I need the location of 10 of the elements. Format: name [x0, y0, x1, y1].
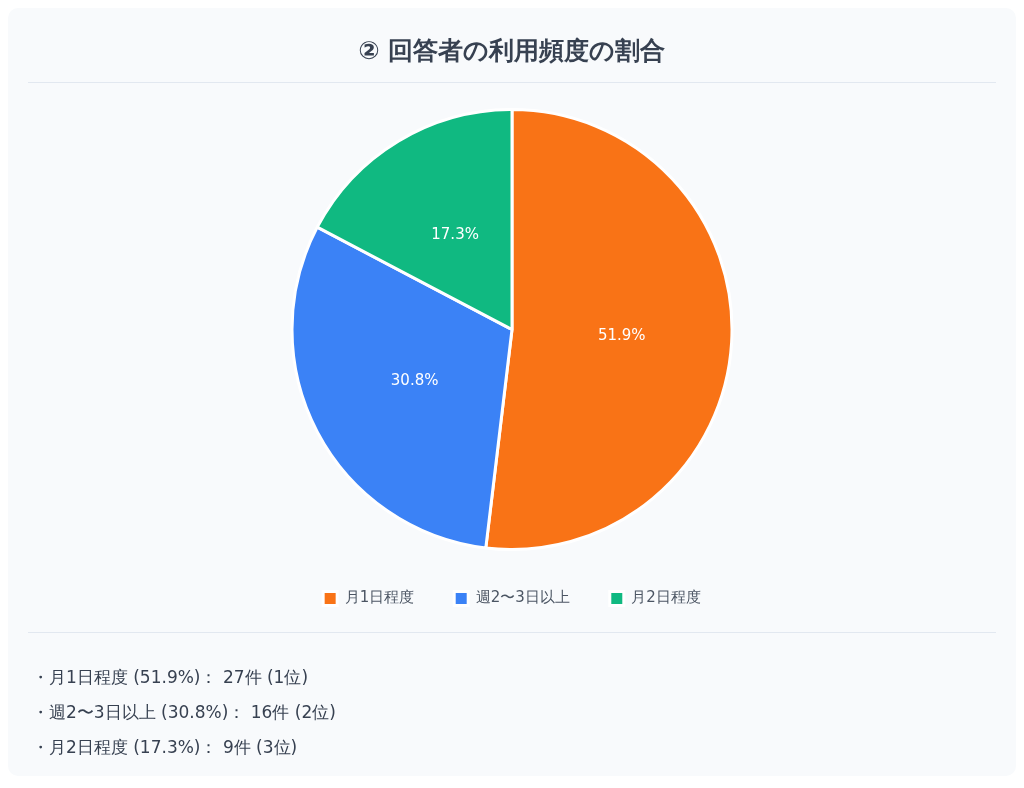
chart-title: ② 回答者の利用頻度の割合	[357, 35, 667, 67]
text: ・月2日程度 (17.3%)： 9件 (3位)	[32, 736, 299, 759]
legend-label: 月1日程度	[344, 588, 415, 607]
legend-label: 週2〜3日以上	[475, 588, 570, 607]
legend-label: 月2日程度	[631, 588, 701, 607]
data-label: 30.8%	[390, 370, 439, 389]
text: ・週2〜3日以上 (30.8%)： 16件 (2位)	[32, 701, 336, 724]
data-label: 51.9%	[597, 325, 646, 344]
data-label: 17.3%	[431, 225, 479, 244]
text: ・月1日程度 (51.9%)： 27件 (1位)	[32, 666, 309, 689]
